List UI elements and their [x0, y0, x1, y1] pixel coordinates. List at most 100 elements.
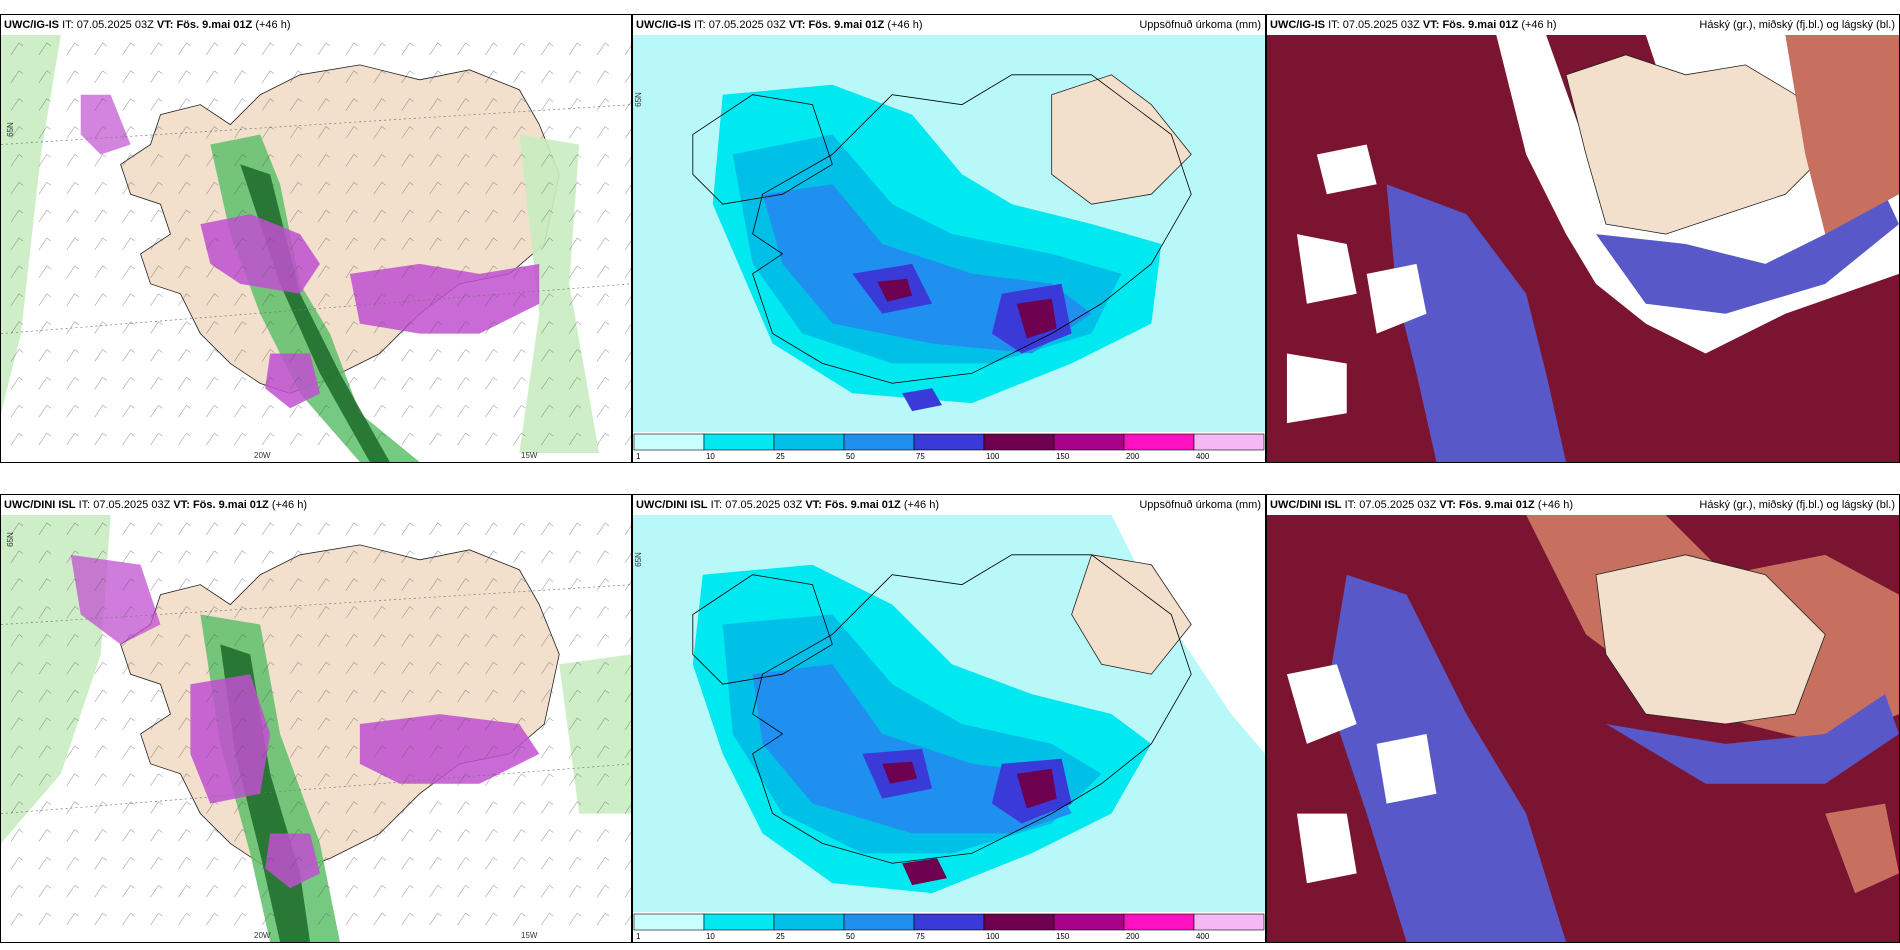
panel-title: Uppsöfnuð úrkoma (mm) — [1139, 19, 1261, 31]
panel-header: UWC/DINI ISL IT: 07.05.2025 03Z VT: Fös.… — [1267, 495, 1899, 515]
panel-title: Háský (gr.), miðský (fj.bl.) og lágský (… — [1699, 499, 1895, 511]
legend-swatch — [703, 913, 775, 931]
init-time: 07.05.2025 03Z — [1342, 19, 1420, 31]
lat-label: 65N — [5, 122, 15, 137]
legend-tick-label: 200 — [1126, 452, 1140, 461]
map-area — [633, 515, 1265, 912]
init-label: IT: — [62, 19, 74, 31]
init-label: IT: — [1344, 499, 1357, 511]
model-name: UWC/IG-IS — [1270, 19, 1325, 31]
legend-swatch — [913, 433, 985, 451]
legend-swatch — [1193, 913, 1265, 931]
map-area — [1, 35, 631, 462]
model-name: UWC/DINI ISL — [4, 499, 76, 511]
cloud-cover-map-dini: UWC/DINI ISL IT: 07.05.2025 03Z VT: Fös.… — [1266, 494, 1900, 943]
init-label: IT: — [1328, 19, 1340, 31]
precip-rate-map-igis: UWC/IG-IS IT: 07.05.2025 03Z VT: Fös. 9.… — [0, 14, 632, 463]
legend-tick-label: 75 — [916, 932, 925, 941]
init-time: 07.05.2025 03Z — [725, 499, 803, 511]
lead-time: (+46 h) — [255, 19, 291, 31]
precip-rate-map-dini: UWC/DINI ISL IT: 07.05.2025 03Z VT: Fös.… — [0, 494, 632, 943]
legend-swatch — [633, 913, 705, 931]
legend-swatch — [1053, 433, 1125, 451]
legend-tick-label: 10 — [706, 452, 715, 461]
legend-tick-label: 25 — [776, 932, 785, 941]
lead-time: (+46 h) — [903, 499, 939, 511]
map-area — [633, 35, 1265, 432]
lon-label-15w: 15W — [521, 931, 538, 940]
panel-title: Háský (gr.), miðský (fj.bl.) og lágský (… — [1699, 19, 1895, 31]
legend-tick-label: 400 — [1196, 452, 1210, 461]
init-label: IT: — [78, 499, 91, 511]
accumulated-precip-map-igis: UWC/IG-IS IT: 07.05.2025 03Z VT: Fös. 9.… — [632, 14, 1266, 463]
precip-legend: 1 10 25 50 75 100 150 200 400 — [633, 912, 1265, 942]
legend-tick-label: 50 — [846, 452, 855, 461]
legend-tick-label: 150 — [1056, 452, 1070, 461]
accumulated-precip-map-dini: UWC/DINI ISL IT: 07.05.2025 03Z VT: Fös.… — [632, 494, 1266, 943]
panel-header: UWC/IG-IS IT: 07.05.2025 03Z VT: Fös. 9.… — [633, 15, 1265, 35]
lon-label-20w: 20W — [254, 451, 271, 460]
wind-barbs — [10, 522, 631, 926]
map-area — [1267, 35, 1899, 462]
legend-tick-label: 75 — [916, 452, 925, 461]
legend-tick-label: 100 — [986, 932, 1000, 941]
legend-tick-label: 1 — [636, 932, 641, 941]
lead-time: (+46 h) — [271, 499, 307, 511]
legend-swatch — [913, 913, 985, 931]
valid-label: VT: — [805, 499, 822, 511]
map-area — [1, 515, 631, 942]
lead-time: (+46 h) — [1537, 499, 1573, 511]
panel-header: UWC/DINI ISL IT: 07.05.2025 03Z VT: Fös.… — [1, 495, 631, 515]
lon-label-20w: 20W — [254, 931, 271, 940]
legend-tick-label: 50 — [846, 932, 855, 941]
legend-tick-label: 25 — [776, 452, 785, 461]
legend-swatch — [843, 913, 915, 931]
wind-barbs — [10, 42, 631, 446]
legend-tick-label: 10 — [706, 932, 715, 941]
lon-label-15w: 15W — [521, 451, 538, 460]
valid-time: Fös. 9.mai 01Z — [808, 19, 885, 31]
cloud-cover-map-igis: UWC/IG-IS IT: 07.05.2025 03Z VT: Fös. 9.… — [1266, 14, 1900, 463]
legend-swatch — [703, 433, 775, 451]
valid-time: Fös. 9.mai 01Z — [1458, 499, 1535, 511]
init-time: 07.05.2025 03Z — [93, 499, 171, 511]
init-label: IT: — [710, 499, 723, 511]
legend-swatch — [1053, 913, 1125, 931]
legend-tick-label: 400 — [1196, 932, 1210, 941]
legend-swatch — [1123, 433, 1195, 451]
legend-tick-label: 200 — [1126, 932, 1140, 941]
model-name: UWC/IG-IS — [636, 19, 691, 31]
map-area — [1267, 515, 1899, 942]
legend-swatch — [1193, 433, 1265, 451]
lat-label: 65N — [633, 92, 643, 107]
lead-time: (+46 h) — [1521, 19, 1557, 31]
panel-title: Uppsöfnuð úrkoma (mm) — [1139, 499, 1261, 511]
model-name: UWC/DINI ISL — [636, 499, 708, 511]
valid-time: Fös. 9.mai 01Z — [176, 19, 253, 31]
legend-swatch — [1123, 913, 1195, 931]
legend-swatch — [983, 913, 1055, 931]
valid-label: VT: — [173, 499, 190, 511]
valid-label: VT: — [788, 19, 806, 31]
panel-header: UWC/DINI ISL IT: 07.05.2025 03Z VT: Fös.… — [633, 495, 1265, 515]
valid-label: VT: — [156, 19, 174, 31]
panel-header: UWC/IG-IS IT: 07.05.2025 03Z VT: Fös. 9.… — [1, 15, 631, 35]
legend-tick-label: 1 — [636, 452, 641, 461]
valid-time: Fös. 9.mai 01Z — [824, 499, 901, 511]
lead-time: (+46 h) — [887, 19, 923, 31]
legend-swatch — [773, 913, 845, 931]
legend-swatch — [983, 433, 1055, 451]
legend-tick-label: 150 — [1056, 932, 1070, 941]
lat-label: 65N — [633, 552, 643, 567]
valid-label: VT: — [1439, 499, 1456, 511]
valid-label: VT: — [1422, 19, 1440, 31]
panel-header: UWC/IG-IS IT: 07.05.2025 03Z VT: Fös. 9.… — [1267, 15, 1899, 35]
model-name: UWC/IG-IS — [4, 19, 59, 31]
init-label: IT: — [694, 19, 706, 31]
legend-swatch — [633, 433, 705, 451]
precip-legend: 1 10 25 50 75 100 150 200 400 — [633, 432, 1265, 462]
legend-tick-label: 100 — [986, 452, 1000, 461]
init-time: 07.05.2025 03Z — [76, 19, 154, 31]
valid-time: Fös. 9.mai 01Z — [1442, 19, 1519, 31]
legend-swatch — [843, 433, 915, 451]
